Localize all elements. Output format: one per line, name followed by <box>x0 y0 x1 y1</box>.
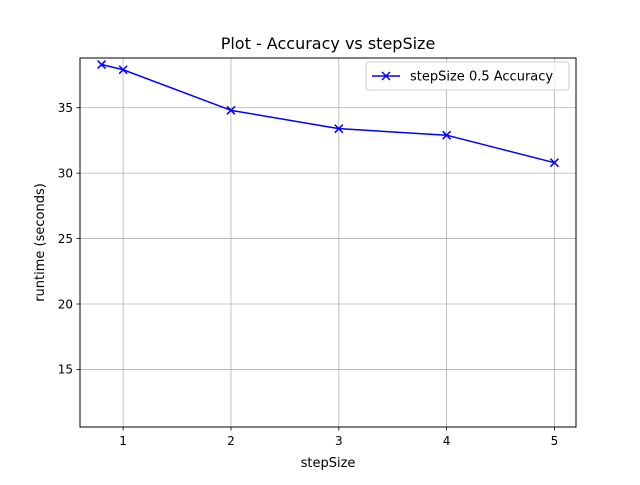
y-axis-label: runtime (seconds) <box>33 183 48 302</box>
grid-layer <box>80 58 576 427</box>
data-point-marker <box>442 130 452 140</box>
legend: stepSize 0.5 Accuracy <box>365 61 570 91</box>
data-point-marker <box>226 105 236 115</box>
chart-title: Plot - Accuracy vs stepSize <box>221 34 436 53</box>
plot-frame <box>79 57 577 428</box>
series-layer <box>97 60 559 168</box>
y-tick-label: 30 <box>58 166 73 180</box>
legend-x-marker-icon <box>381 71 391 81</box>
data-point-marker <box>97 60 107 70</box>
x-tick-label: 1 <box>119 434 127 448</box>
legend-entry-label: stepSize 0.5 Accuracy <box>410 70 553 85</box>
data-point-marker <box>118 65 128 75</box>
x-tick-label: 4 <box>443 434 451 448</box>
x-axis-label: stepSize <box>301 456 356 471</box>
y-tick-label: 20 <box>58 297 73 311</box>
legend-box <box>365 61 570 91</box>
data-point-marker <box>549 158 559 168</box>
data-point-marker <box>334 124 344 134</box>
y-tick-label: 35 <box>58 101 73 115</box>
y-tick-label: 15 <box>58 363 73 377</box>
x-tick-label: 5 <box>551 434 559 448</box>
y-tick-label: 25 <box>58 232 73 246</box>
x-tick-label: 3 <box>335 434 343 448</box>
x-tick-label: 2 <box>227 434 235 448</box>
tick-layer: 1 2 3 4 5 15 20 25 30 35 <box>58 101 559 448</box>
series-line <box>101 63 555 164</box>
